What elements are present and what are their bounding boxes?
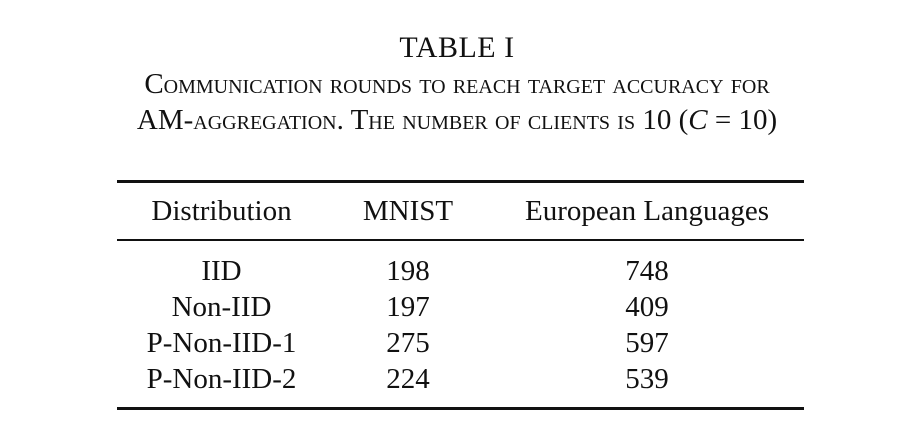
cell-european-languages: 748 [625, 255, 669, 287]
header-european-languages: European Languages [525, 195, 769, 227]
results-table: Distribution MNIST European Languages II… [117, 180, 804, 410]
data-table-body: IID 198 748 Non-IID 197 409 P-Non-IID-1 … [117, 241, 804, 407]
cell-mnist: 275 [386, 327, 430, 359]
table-top-rule [117, 180, 804, 183]
table-row: P-Non-IID-1 275 597 [117, 325, 804, 361]
table-bottom-rule [117, 407, 804, 410]
cell-mnist: 197 [386, 291, 430, 323]
cell-distribution: Non-IID [171, 291, 272, 323]
cell-european-languages: 597 [625, 327, 669, 359]
table-header-rule [117, 239, 804, 241]
cell-distribution: P-Non-IID-2 [146, 363, 297, 395]
header-mnist: MNIST [362, 195, 454, 227]
cell-european-languages: 409 [625, 291, 669, 323]
table-number: TABLE I [399, 31, 515, 64]
header-distribution: Distribution [151, 195, 292, 227]
table-row: Non-IID 197 409 [117, 289, 804, 325]
cell-distribution: P-Non-IID-1 [146, 327, 297, 359]
header-row: Distribution MNIST European Languages [117, 183, 804, 239]
table-row: P-Non-IID-2 224 539 [117, 361, 804, 407]
caption-line-2-text: AM-aggregation. The number of clients is… [136, 104, 689, 136]
cell-european-languages: 539 [625, 363, 669, 395]
table-row: IID 198 748 [117, 241, 804, 289]
caption-math-equation: = 10) [707, 104, 778, 136]
caption-line-2: AM-aggregation. The number of clients is… [0, 102, 914, 138]
cell-mnist: 198 [386, 255, 430, 287]
caption-math-variable: C [688, 104, 708, 136]
data-table: Distribution MNIST European Languages [117, 183, 804, 239]
table-caption: TABLE I Communication rounds to reach ta… [0, 30, 914, 138]
cell-distribution: IID [201, 255, 242, 287]
cell-mnist: 224 [386, 363, 430, 395]
caption-line-1: Communication rounds to reach target acc… [144, 68, 770, 100]
